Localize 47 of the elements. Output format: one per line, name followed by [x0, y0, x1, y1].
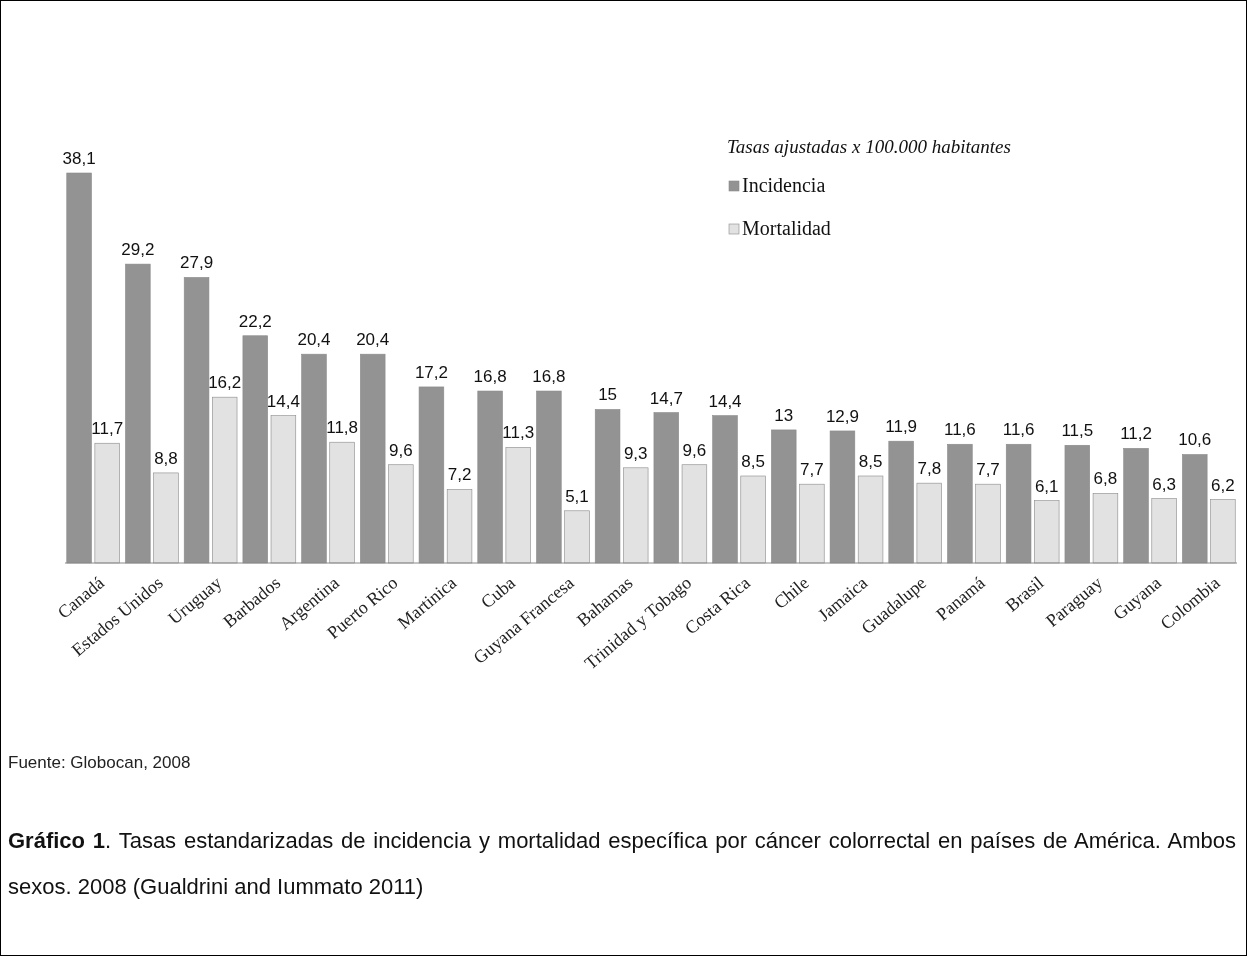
data-label: 11,9 — [885, 417, 918, 437]
data-label: 16,8 — [532, 367, 566, 387]
data-label: 7,2 — [447, 465, 472, 485]
data-label: 7,7 — [800, 460, 824, 480]
data-label: 11,5 — [1061, 421, 1094, 441]
data-label: 14,4 — [266, 391, 300, 411]
data-label: 16,8 — [473, 367, 507, 387]
data-label: 38,1 — [62, 149, 96, 168]
data-label: 7,7 — [976, 460, 1000, 480]
data-label: 6,2 — [1211, 475, 1235, 495]
data-label: 6,3 — [1152, 474, 1176, 494]
data-label: 20,4 — [297, 330, 331, 350]
legend-title: Tasas ajustadas x 100.000 habitantes — [727, 136, 1011, 157]
x-tick-label: Chile — [769, 572, 813, 613]
data-label: 11,3 — [502, 423, 535, 443]
data-label: 9,6 — [389, 440, 413, 460]
data-label: 15 — [598, 385, 618, 405]
data-label: 6,8 — [1093, 469, 1118, 489]
data-label: 14,4 — [708, 391, 742, 411]
data-label: 11,2 — [1120, 424, 1152, 444]
data-label: 16,2 — [208, 373, 242, 393]
data-label: 9,3 — [623, 443, 648, 463]
data-label: 20,4 — [356, 330, 390, 350]
data-label: 5,1 — [565, 486, 589, 506]
data-label: 29,2 — [121, 240, 155, 260]
data-label: 22,2 — [238, 311, 272, 331]
data-label: 12,9 — [825, 406, 859, 426]
text: Gráfico 1. Tasas estandarizadas de incidencia y mortalidad específica por cáncer colorrectal en países de América. Ambos sexos. 2008 (Gualdrini and Iummato 2011) — [8, 828, 1236, 899]
data-label: 7,8 — [917, 459, 942, 479]
x-tick-label: Cuba — [477, 572, 520, 613]
data-label: 14,7 — [649, 388, 683, 408]
data-label: 8,5 — [858, 451, 883, 471]
data-label: 6,1 — [1034, 476, 1059, 496]
data-label: 9,6 — [682, 440, 707, 460]
legend-label: Mortalidad — [742, 217, 831, 239]
data-label: 11,6 — [1002, 420, 1035, 440]
data-label: 11,8 — [326, 418, 359, 438]
data-label: 8,8 — [154, 448, 178, 468]
data-label: 13 — [774, 405, 794, 425]
data-label: 27,9 — [180, 253, 214, 273]
data-label: 11,6 — [943, 420, 976, 440]
data-label: 8,5 — [741, 451, 765, 471]
data-label: 10,6 — [1178, 430, 1212, 450]
legend-label: Incidencia — [742, 174, 826, 196]
data-label: 17,2 — [414, 362, 448, 382]
data-label: 11,7 — [91, 419, 124, 439]
source-note: Fuente: Globocan, 2008 — [8, 753, 191, 772]
